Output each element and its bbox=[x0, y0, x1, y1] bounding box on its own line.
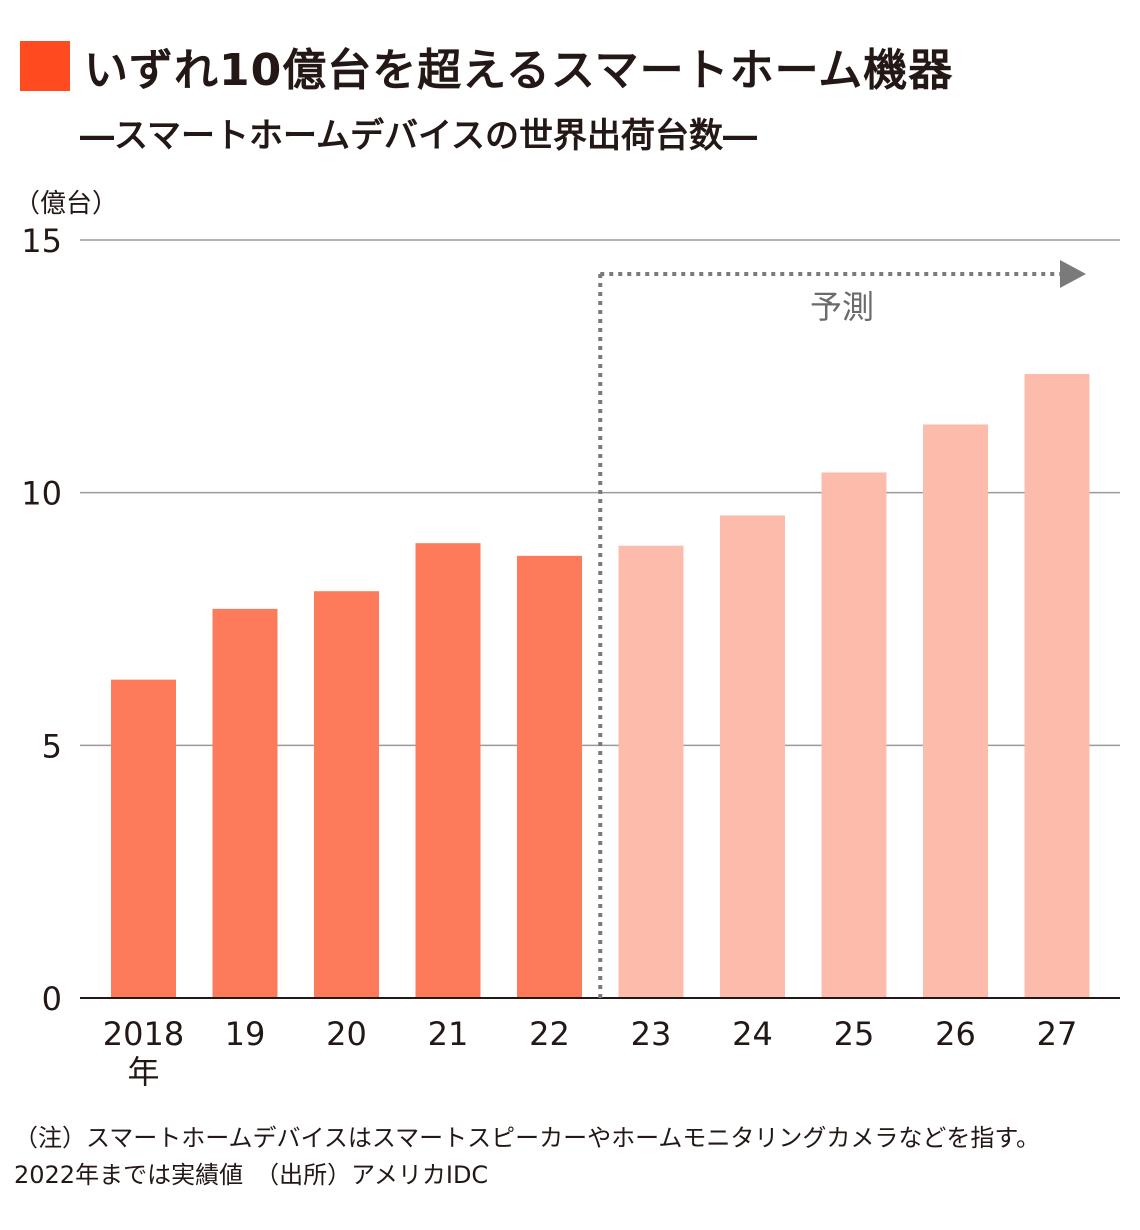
y-axis-unit-label: （億台） bbox=[14, 189, 118, 219]
bar-21 bbox=[415, 543, 481, 998]
footnote-source: 2022年までは実績値 （出所）アメリカIDC bbox=[14, 1161, 489, 1189]
chart-subtitle: ―スマートホームデバイスの世界出荷台数― bbox=[80, 116, 757, 156]
y-tick-label: 5 bbox=[42, 727, 62, 765]
x-tick-label: 24 bbox=[732, 1015, 773, 1053]
bar-22 bbox=[517, 555, 582, 998]
title-row: いずれ10億台を超えるスマートホーム機器 bbox=[20, 36, 953, 96]
title-marker bbox=[20, 41, 70, 91]
bar-27 bbox=[1024, 373, 1090, 998]
bar-25 bbox=[821, 472, 887, 998]
chart-title: いずれ10億台を超えるスマートホーム機器 bbox=[84, 45, 954, 96]
x-tick-label: 25 bbox=[834, 1015, 875, 1053]
bar-20 bbox=[314, 591, 379, 998]
x-tick-label: 26 bbox=[935, 1015, 976, 1053]
forecast-arrow-head bbox=[1060, 260, 1086, 288]
bar-19 bbox=[212, 608, 278, 998]
bar-24 bbox=[720, 515, 785, 998]
bar-chart: （億台） 0 5 10 15 2018 19 20 21 22 23 24 25 26 27 年 予測 bbox=[14, 189, 1120, 1090]
x-tick-label: 19 bbox=[225, 1015, 266, 1053]
bar-26 bbox=[923, 424, 988, 998]
x-tick-label: 27 bbox=[1037, 1015, 1078, 1053]
bar-23 bbox=[618, 545, 684, 998]
x-tick-label: 21 bbox=[428, 1015, 469, 1053]
x-tick-label: 2018 bbox=[103, 1015, 184, 1053]
x-tick-label: 22 bbox=[529, 1015, 570, 1053]
bar-2018 bbox=[111, 679, 176, 998]
y-tick-label: 15 bbox=[21, 222, 62, 260]
x-tick-label: 20 bbox=[326, 1015, 367, 1053]
footnote-note: （注）スマートホームデバイスはスマートスピーカーやホームモニタリングカメラなどを… bbox=[14, 1124, 1040, 1152]
x-tick-suffix: 年 bbox=[127, 1053, 159, 1090]
forecast-label: 予測 bbox=[810, 288, 874, 326]
y-tick-label: 10 bbox=[21, 475, 62, 513]
y-tick-label: 0 bbox=[42, 980, 62, 1018]
x-tick-label: 23 bbox=[631, 1015, 672, 1053]
